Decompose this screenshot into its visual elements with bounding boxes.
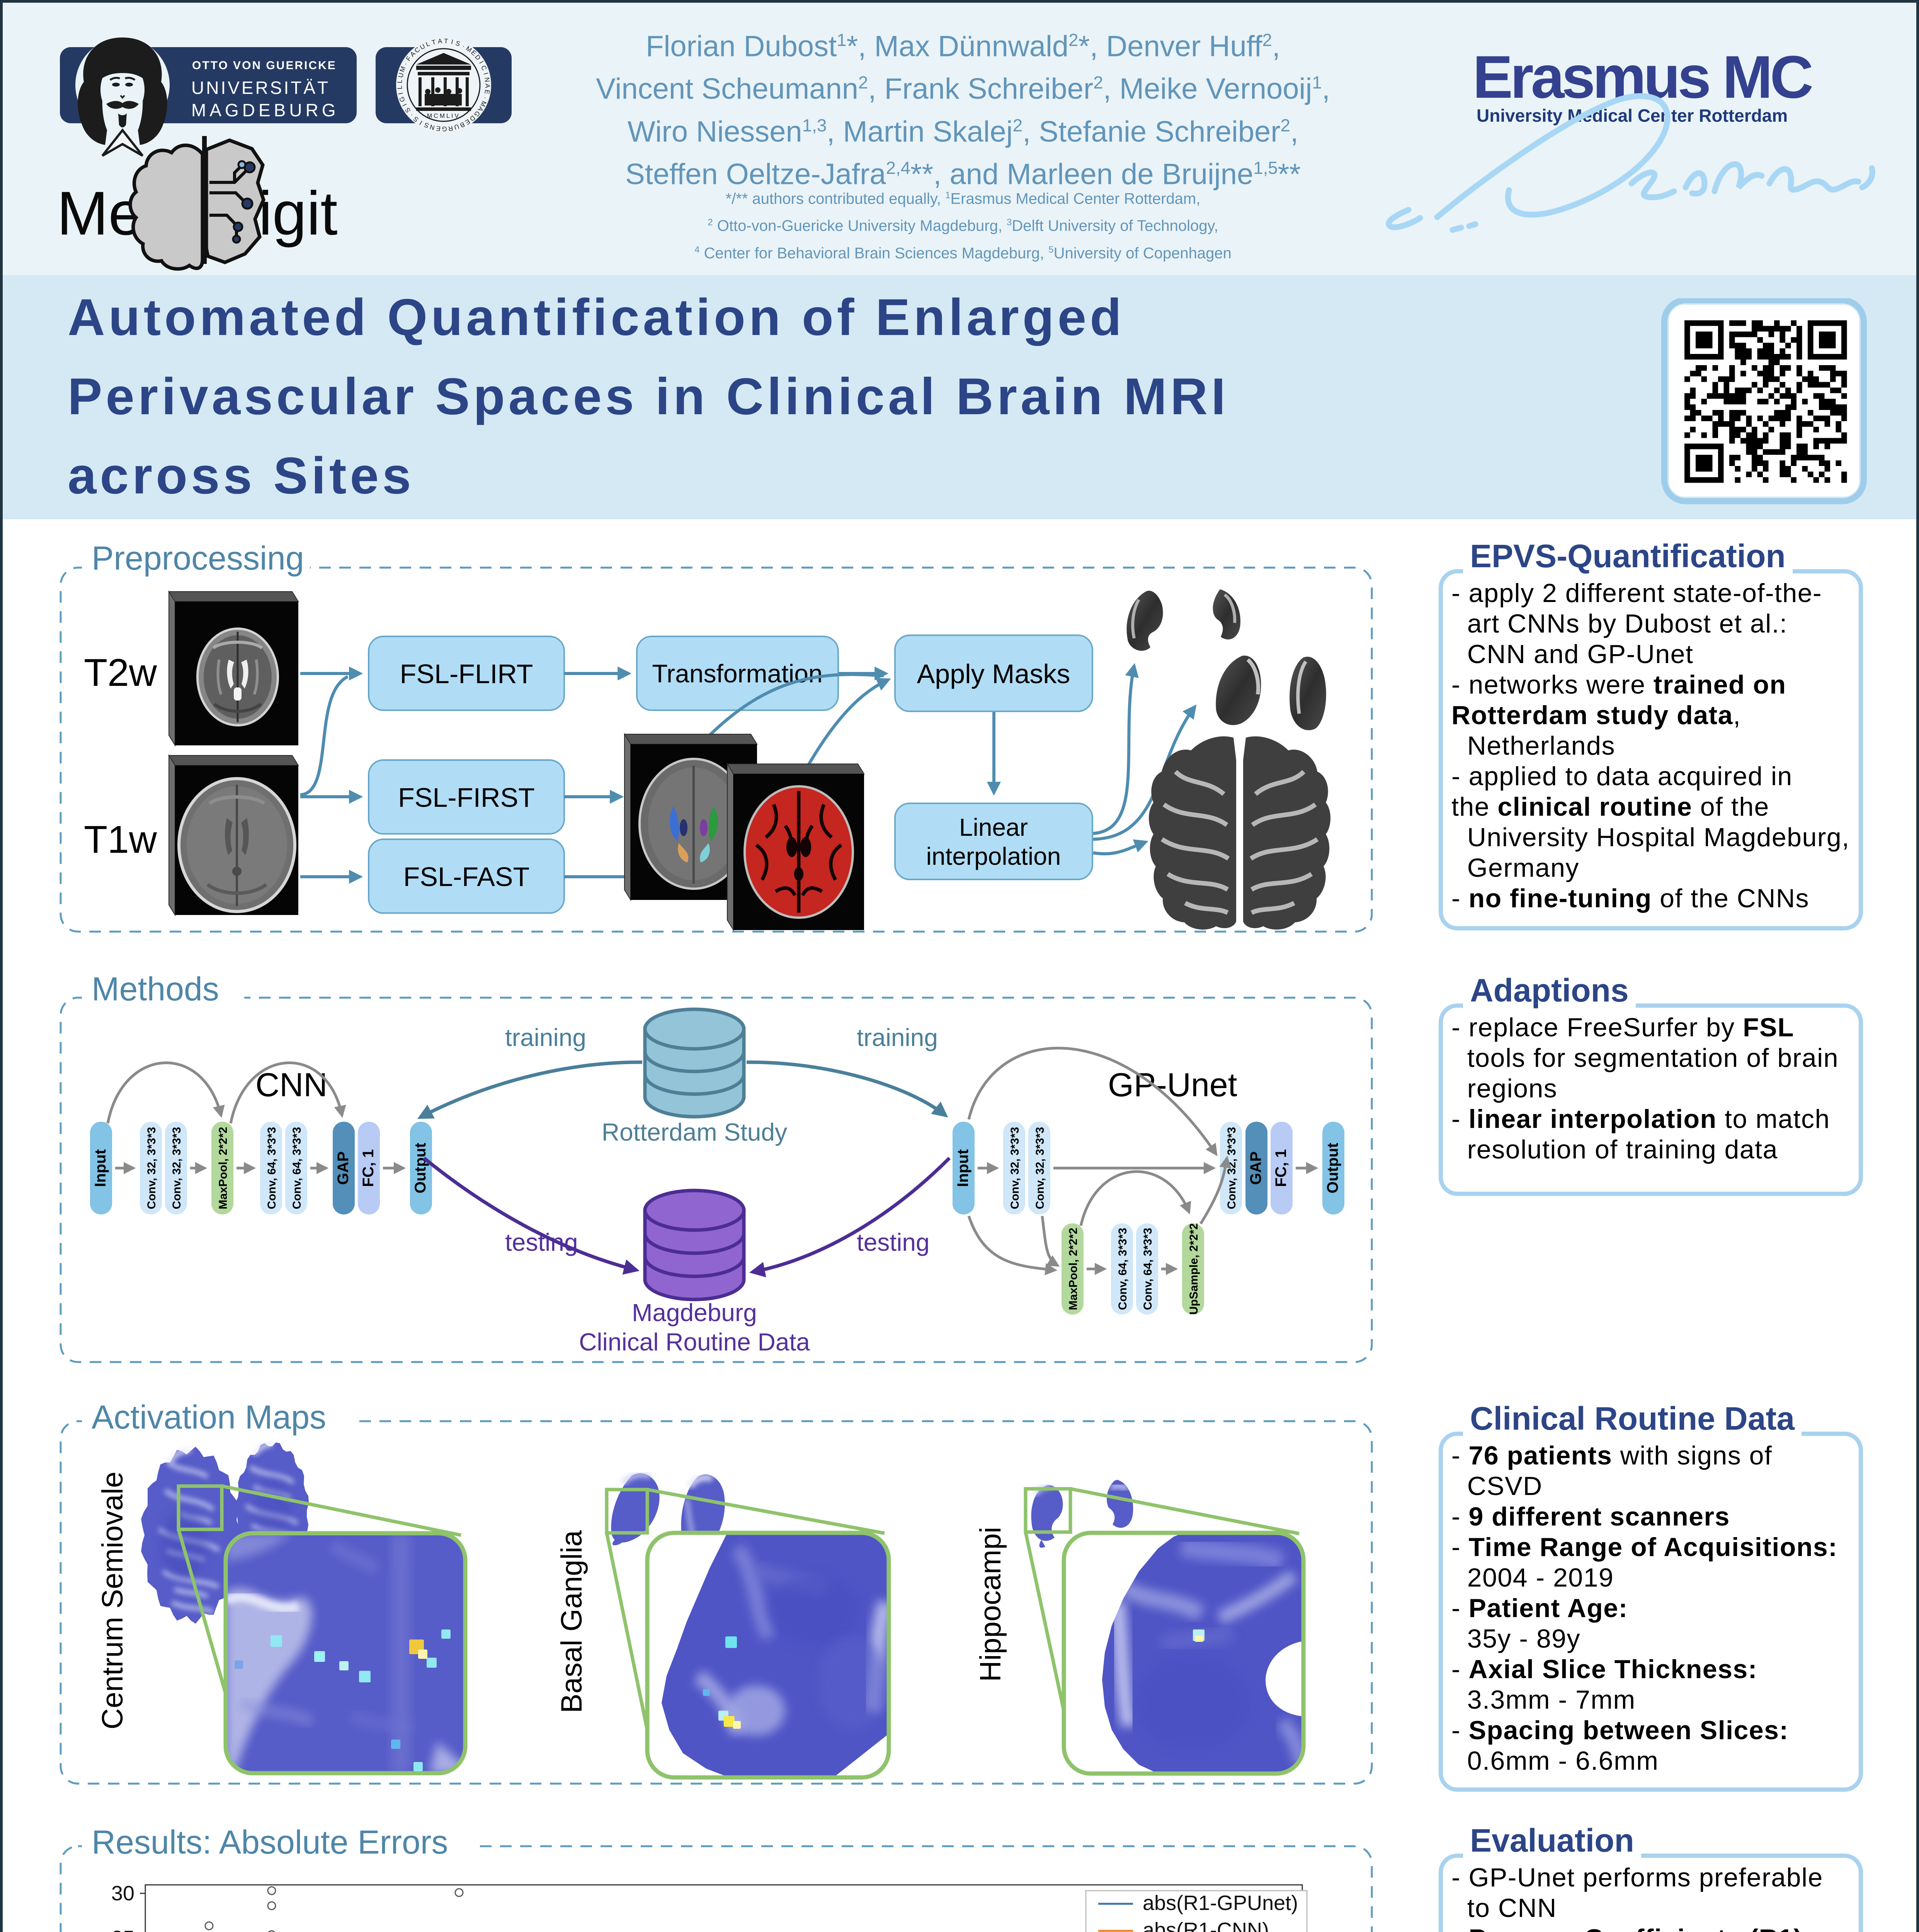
svg-text:Conv, 64, 3*3*3: Conv, 64, 3*3*3 (291, 1127, 303, 1209)
svg-text:M: M (398, 65, 407, 73)
svg-text:training: training (857, 1024, 938, 1051)
svg-text:University Medical Center Rott: University Medical Center Rotterdam (1477, 105, 1788, 126)
svg-text:MCMLIV: MCMLIV (427, 113, 460, 119)
svg-text:testing: testing (505, 1228, 578, 1256)
svg-text:FSL-FIRST: FSL-FIRST (398, 782, 535, 813)
svg-text:I: I (482, 72, 490, 75)
svg-text:Preprocessing: Preprocessing (92, 540, 304, 577)
svg-text:UpSample, 2*2*2: UpSample, 2*2*2 (1187, 1223, 1200, 1315)
svg-text:G: G (398, 95, 407, 103)
svg-text:FSL-FAST: FSL-FAST (403, 862, 530, 892)
svg-text:UNIVERSITÄT: UNIVERSITÄT (191, 78, 330, 98)
svg-text:L: L (396, 79, 404, 83)
svg-text:Magdeburg: Magdeburg (632, 1299, 757, 1327)
svg-text:abs(R1-GPUnet): abs(R1-GPUnet) (1143, 1891, 1298, 1915)
svg-text:MAGDEBURG: MAGDEBURG (191, 100, 339, 120)
svg-text:U: U (453, 122, 460, 131)
svg-text:A: A (484, 83, 491, 88)
svg-text:Basal Ganglia: Basal Ganglia (555, 1530, 588, 1713)
svg-text:Activation Maps: Activation Maps (92, 1399, 326, 1436)
svg-text:25: 25 (111, 1927, 134, 1932)
svg-text:Linear: Linear (959, 813, 1028, 841)
svg-text:T2w: T2w (84, 651, 157, 694)
svg-text:A: A (437, 37, 443, 45)
svg-text:testing: testing (857, 1228, 930, 1256)
svg-text:Me: Me (57, 179, 143, 248)
svg-text:G: G (442, 125, 447, 133)
svg-text:Hippocampi: Hippocampi (974, 1527, 1007, 1682)
svg-text:L: L (396, 85, 403, 89)
svg-text:Methods: Methods (92, 971, 219, 1008)
svg-text:E: E (436, 124, 441, 132)
svg-text:igit: igit (259, 179, 338, 248)
svg-text:Conv, 64, 3*3*3: Conv, 64, 3*3*3 (265, 1127, 278, 1209)
svg-text:N: N (429, 123, 436, 132)
svg-text:Output: Output (412, 1143, 429, 1193)
svg-text:training: training (505, 1024, 586, 1051)
svg-text:abs(R1-CNN): abs(R1-CNN) (1143, 1918, 1269, 1932)
svg-text:Conv, 64, 3*3*3: Conv, 64, 3*3*3 (1142, 1228, 1154, 1310)
svg-text:Centrum Semiovale: Centrum Semiovale (96, 1471, 129, 1729)
svg-text:CNN: CNN (255, 1066, 327, 1104)
svg-text:FC, 1: FC, 1 (360, 1149, 377, 1187)
svg-text:GP-Unet: GP-Unet (1108, 1066, 1237, 1104)
svg-text:Output: Output (1324, 1143, 1341, 1193)
svg-text:FC, 1: FC, 1 (1273, 1149, 1290, 1187)
svg-text:GAP: GAP (335, 1151, 352, 1185)
svg-text:Clinical Routine Data: Clinical Routine Data (579, 1328, 810, 1356)
svg-text:I: I (397, 92, 405, 95)
svg-text:MaxPool, 2*2*2: MaxPool, 2*2*2 (217, 1127, 230, 1209)
svg-text:·: · (481, 96, 489, 100)
svg-text:Erasmus MC: Erasmus MC (1473, 44, 1812, 111)
svg-text:I: I (451, 38, 454, 46)
svg-text:Conv, 32, 3*3*3: Conv, 32, 3*3*3 (145, 1127, 158, 1209)
svg-text:FSL-FLIRT: FSL-FLIRT (400, 659, 533, 689)
svg-text:Transformation: Transformation (652, 659, 822, 688)
svg-text:N: N (483, 77, 491, 83)
svg-text:Conv, 32, 3*3*3: Conv, 32, 3*3*3 (1009, 1127, 1021, 1209)
svg-text:T1w: T1w (84, 818, 157, 861)
svg-text:Input: Input (954, 1149, 971, 1187)
svg-text:E: E (483, 89, 491, 95)
svg-text:R: R (447, 124, 453, 133)
svg-text:Input: Input (92, 1149, 109, 1187)
svg-text:30: 30 (111, 1882, 134, 1905)
svg-text:T: T (431, 38, 437, 46)
svg-text:interpolation: interpolation (926, 842, 1061, 870)
svg-text:Conv, 64, 3*3*3: Conv, 64, 3*3*3 (1116, 1228, 1129, 1310)
svg-text:MaxPool, 2*2*2: MaxPool, 2*2*2 (1067, 1228, 1080, 1310)
svg-text:Rotterdam Study: Rotterdam Study (602, 1118, 787, 1146)
svg-text:Conv, 32, 3*3*3: Conv, 32, 3*3*3 (170, 1127, 183, 1209)
svg-text:T: T (444, 37, 448, 45)
svg-text:Apply Masks: Apply Masks (917, 659, 1070, 689)
svg-text:OTTO VON GUERICKE: OTTO VON GUERICKE (192, 59, 337, 72)
svg-text:Conv, 32, 3*3*3: Conv, 32, 3*3*3 (1034, 1127, 1046, 1209)
svg-text:U: U (397, 72, 405, 78)
svg-text:Conv, 32, 3*3*3: Conv, 32, 3*3*3 (1225, 1127, 1238, 1209)
svg-text:Results: Absolute Errors: Results: Absolute Errors (92, 1824, 448, 1861)
svg-text:GAP: GAP (1247, 1151, 1264, 1185)
